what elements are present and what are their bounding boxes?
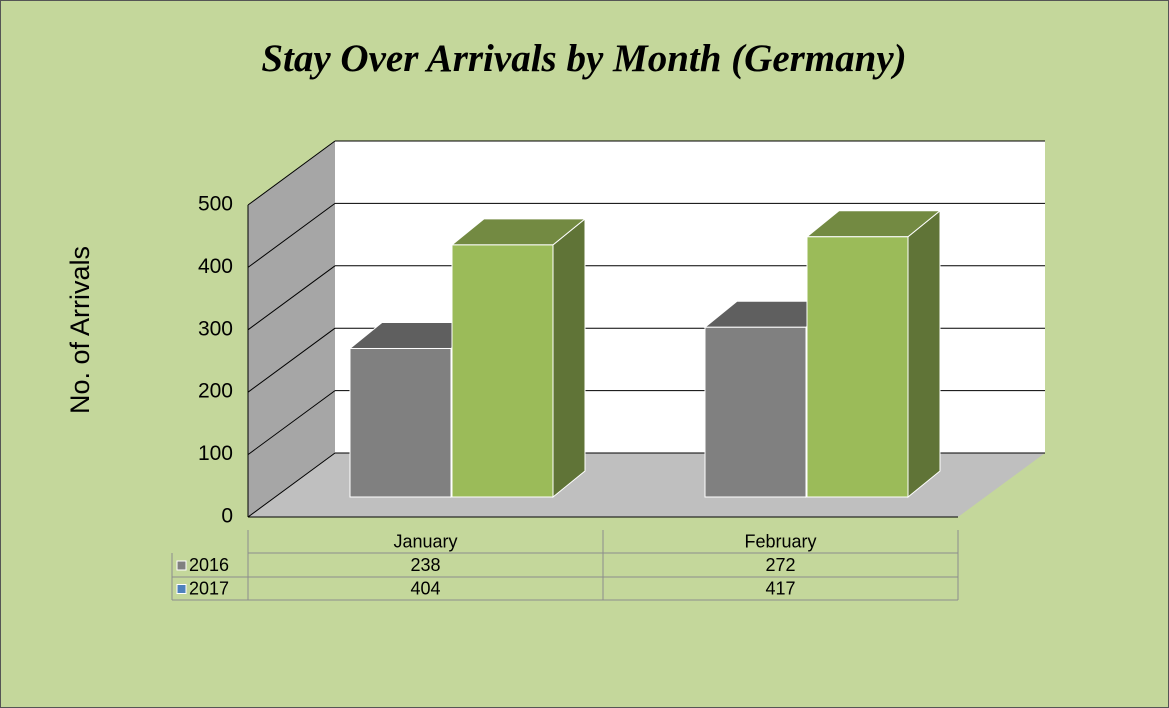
chart-title: Stay Over Arrivals by Month (Germany) bbox=[261, 37, 906, 80]
y-tick-label: 100 bbox=[198, 442, 233, 465]
bar bbox=[451, 244, 554, 498]
legend-key bbox=[176, 560, 187, 571]
table-header: February bbox=[744, 531, 816, 551]
grid-line bbox=[247, 452, 336, 518]
bar-side bbox=[907, 209, 941, 499]
y-tick-label: 0 bbox=[221, 505, 233, 528]
grid-line bbox=[247, 202, 336, 268]
y-axis-label: No. of Arrivals bbox=[65, 246, 95, 414]
grid-line bbox=[247, 140, 336, 206]
legend-label: 2016 bbox=[189, 555, 229, 575]
y-tick-label: 500 bbox=[198, 193, 233, 216]
grid-line bbox=[247, 327, 336, 393]
grid-line bbox=[247, 265, 336, 331]
bar bbox=[704, 326, 807, 498]
table-value: 417 bbox=[765, 578, 795, 598]
table-value: 238 bbox=[410, 555, 440, 575]
y-tick-label: 200 bbox=[198, 380, 233, 403]
bar bbox=[349, 347, 452, 498]
table-value: 404 bbox=[410, 578, 440, 598]
bar bbox=[806, 236, 909, 498]
legend-label: 2017 bbox=[189, 578, 229, 598]
table-value: 272 bbox=[765, 555, 795, 575]
side-wall bbox=[248, 141, 335, 517]
table-header: January bbox=[393, 531, 457, 551]
bar-side bbox=[552, 217, 586, 499]
grid-line bbox=[247, 390, 336, 456]
y-tick-label: 300 bbox=[198, 317, 233, 340]
y-tick-label: 400 bbox=[198, 255, 233, 278]
legend-key bbox=[176, 584, 187, 594]
